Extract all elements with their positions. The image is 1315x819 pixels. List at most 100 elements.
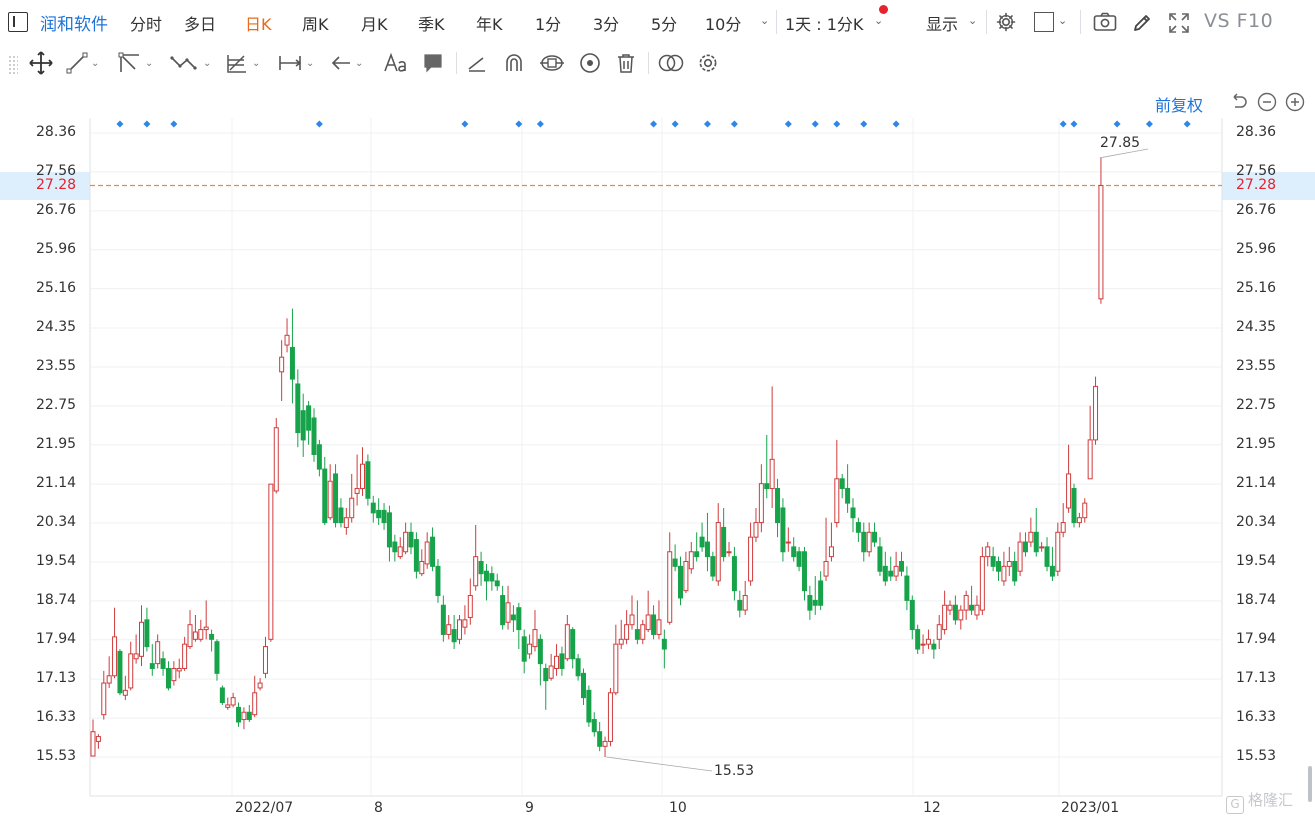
move-tool-icon[interactable]	[28, 49, 54, 77]
candle-body	[866, 531, 872, 553]
square-icon[interactable]	[1034, 12, 1054, 32]
candle-body	[753, 522, 759, 538]
tab-5min[interactable]: 5分	[651, 15, 678, 34]
candle-body	[139, 621, 145, 657]
candle-body	[101, 682, 107, 716]
scrollbar[interactable]	[1308, 766, 1312, 802]
camera-icon[interactable]	[1093, 12, 1117, 36]
fullscreen-icon[interactable]	[1168, 12, 1190, 38]
text-tool-icon[interactable]	[383, 49, 409, 77]
interval-chevron-icon[interactable]: ⌄	[874, 14, 884, 27]
watermark-logo-icon: G	[1226, 796, 1244, 814]
candle-body	[791, 546, 797, 558]
candle-body	[106, 675, 112, 684]
candle-body	[861, 531, 867, 553]
candle-body	[203, 626, 209, 631]
magnet-icon[interactable]	[503, 49, 525, 77]
fibonacci-tool-icon[interactable]: ⌄	[225, 49, 260, 77]
candle-body	[748, 536, 754, 582]
tab-weekly-k[interactable]: 周K	[302, 15, 329, 34]
zoom-in-icon[interactable]	[1285, 92, 1305, 112]
candle-body	[559, 653, 565, 669]
square-chevron-icon[interactable]: ⌄	[1058, 14, 1068, 27]
pencil-icon[interactable]	[1131, 12, 1153, 38]
candle-body	[1076, 517, 1082, 524]
candle-body	[1017, 541, 1023, 572]
y-tick-label: 25.96	[1236, 240, 1277, 257]
candle-body	[1066, 473, 1072, 509]
candle-body	[839, 478, 845, 490]
candle-body	[268, 483, 274, 640]
price-adjust-toggle[interactable]: 前复权	[1155, 96, 1204, 115]
divider	[1080, 10, 1081, 34]
undo-icon[interactable]	[1229, 92, 1249, 112]
y-tick-label: 21.14	[1236, 475, 1277, 492]
candle-body	[489, 573, 495, 582]
candle-body	[899, 560, 904, 572]
tab-quarterly-k[interactable]: 季K	[418, 15, 445, 34]
tab-1min[interactable]: 1分	[535, 15, 562, 34]
x-label-jul: 2022/07	[235, 800, 294, 816]
tab-3min[interactable]: 3分	[593, 15, 620, 34]
stock-name[interactable]: 润和软件	[40, 15, 108, 35]
y-tick-label: 21.95	[36, 435, 77, 452]
tab-multi-day[interactable]: 多日	[184, 15, 217, 34]
draw-line-icon[interactable]	[466, 49, 488, 77]
event-marker-icon	[1113, 120, 1121, 128]
range-tool-icon[interactable]: ⌄	[277, 49, 314, 77]
candle-body	[209, 633, 215, 640]
y-tick-label: 25.16	[1236, 279, 1277, 296]
vs-compare-button[interactable]: VS F10	[1204, 10, 1273, 32]
lock-drawings-icon[interactable]	[539, 49, 565, 77]
min-price-label: 15.53	[714, 763, 755, 779]
sidebar-toggle-icon[interactable]	[8, 12, 28, 32]
display-menu[interactable]: 显示	[926, 15, 959, 34]
y-tick-label: 15.53	[1236, 748, 1277, 764]
chart-settings-gear-icon[interactable]	[696, 49, 720, 77]
divider	[648, 52, 649, 74]
kline-chart[interactable]	[0, 84, 1315, 800]
candle-body	[370, 502, 376, 514]
candle-body	[241, 711, 247, 721]
candle-body	[510, 614, 516, 621]
wave-tool-icon[interactable]: ⌄	[170, 49, 211, 77]
candle-body	[386, 512, 392, 548]
divider	[776, 10, 777, 34]
event-marker-icon	[461, 120, 469, 128]
channel-tool-icon[interactable]: ⌄	[118, 49, 153, 77]
tab-daily-k[interactable]: 日K	[245, 15, 272, 34]
candle-body	[483, 570, 489, 582]
line-tool-icon[interactable]: ⌄	[66, 49, 99, 77]
tab-yearly-k[interactable]: 年K	[476, 15, 503, 34]
tab-monthly-k[interactable]: 月K	[361, 15, 388, 34]
y-tick-label: 24.35	[1236, 319, 1277, 336]
comment-tool-icon[interactable]	[422, 49, 444, 77]
zoom-out-icon[interactable]	[1257, 92, 1277, 112]
candle-body	[985, 546, 991, 558]
candle-body	[1071, 488, 1077, 524]
current-price-band-left	[0, 172, 90, 200]
candle-body	[311, 417, 317, 455]
candle-body	[462, 619, 468, 628]
candle-body	[192, 631, 198, 640]
tab-10min[interactable]: 10分	[705, 15, 742, 34]
tab-intraday[interactable]: 分时	[130, 15, 163, 34]
overlay-icon[interactable]	[657, 49, 685, 77]
eye-icon[interactable]	[578, 49, 602, 77]
event-marker-icon	[1183, 120, 1191, 128]
candle-body	[597, 731, 603, 747]
interval-select[interactable]: 1天 : 1分K	[785, 15, 864, 34]
candle-body	[629, 614, 635, 626]
candle-body	[1044, 546, 1050, 567]
more-periods-chevron-icon[interactable]: ⌄	[760, 14, 770, 27]
display-chevron-icon[interactable]: ⌄	[968, 14, 978, 27]
gear-icon[interactable]	[995, 11, 1017, 37]
y-tick-label: 16.33	[36, 709, 77, 726]
candle-body	[834, 478, 840, 524]
candle-body	[640, 624, 646, 640]
candle-body	[527, 643, 533, 655]
candle-body	[818, 580, 824, 606]
trash-icon[interactable]	[615, 49, 637, 77]
candle-body	[376, 509, 382, 519]
arrow-tool-icon[interactable]: ⌄	[330, 49, 363, 77]
